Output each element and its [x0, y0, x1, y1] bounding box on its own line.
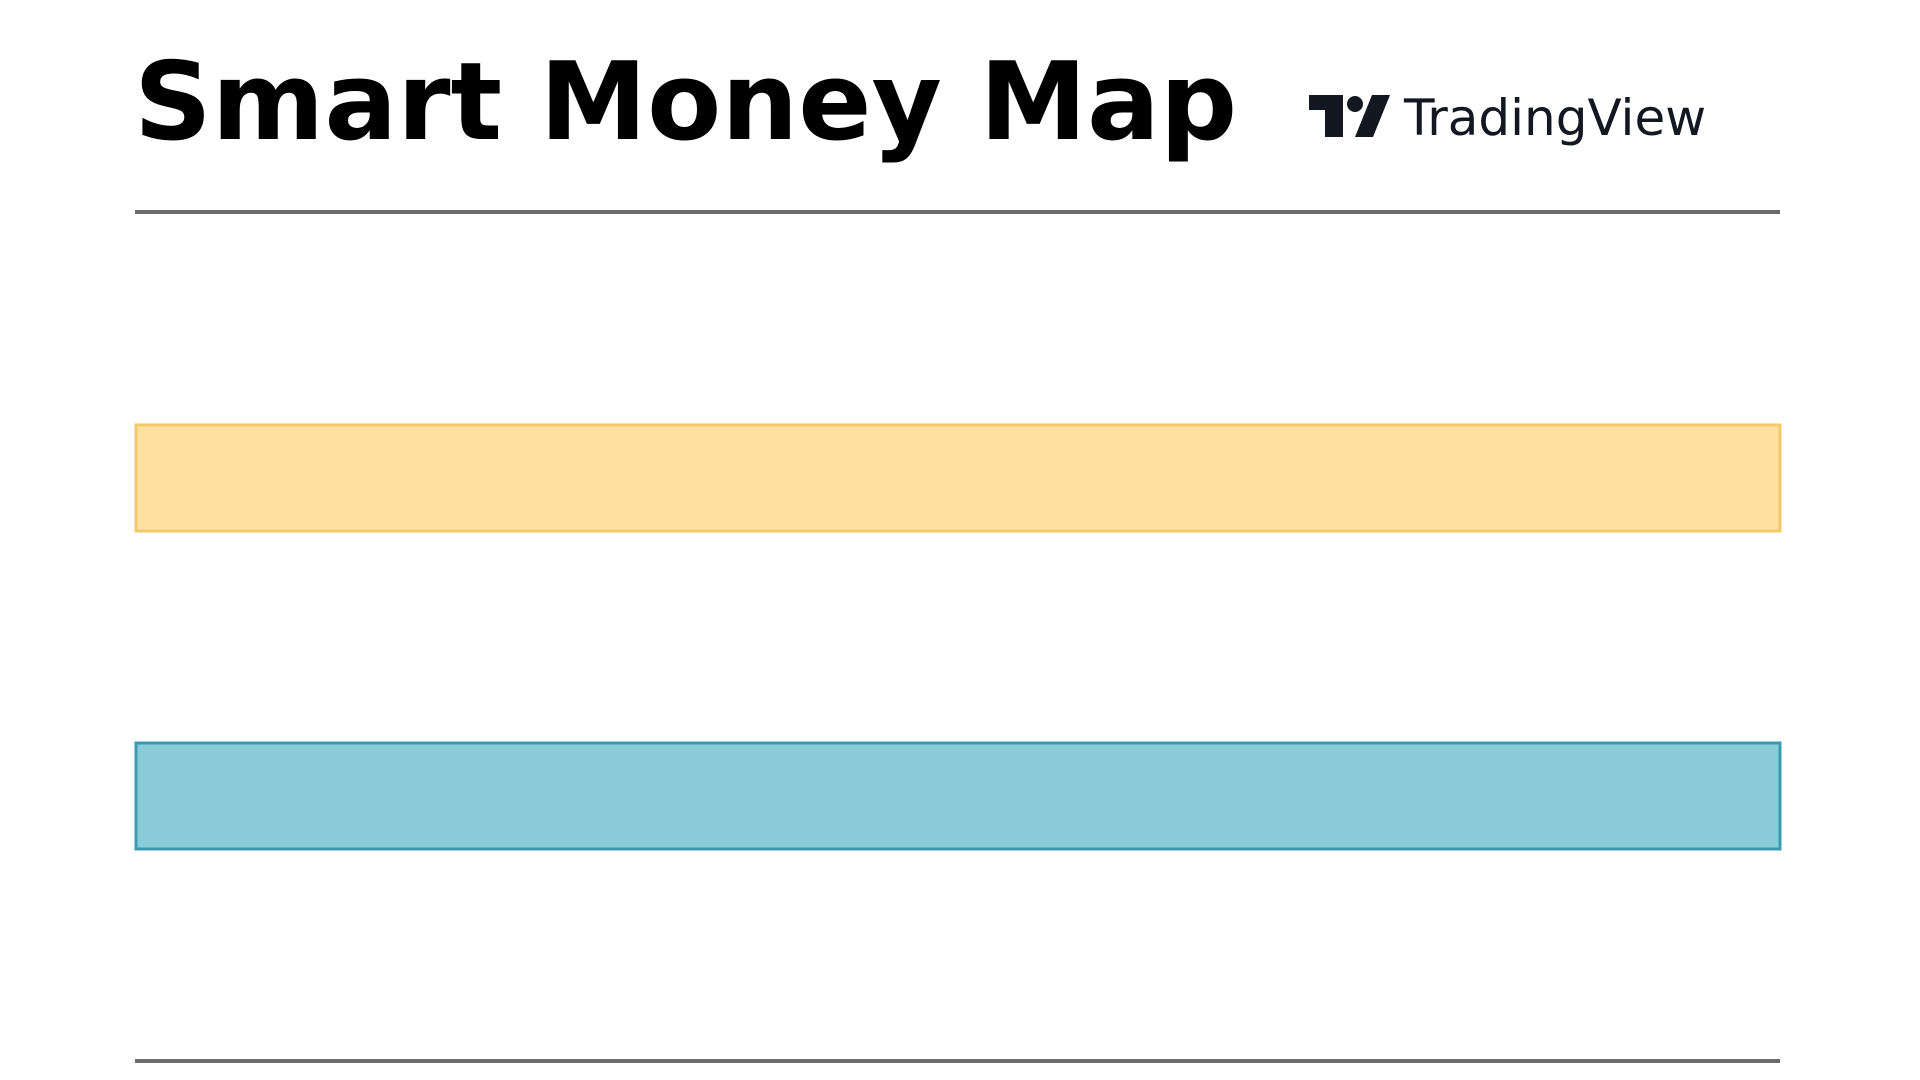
logo-mark	[1309, 95, 1343, 137]
supply-zone	[134, 423, 1782, 533]
brand-name: TradingView	[1403, 89, 1706, 147]
logo-slash	[1355, 95, 1390, 137]
logo-dot	[1347, 96, 1363, 112]
title: Smart Money Map	[134, 40, 1237, 165]
demand-zone	[134, 741, 1782, 851]
brand-logo: TradingView	[1309, 89, 1706, 147]
